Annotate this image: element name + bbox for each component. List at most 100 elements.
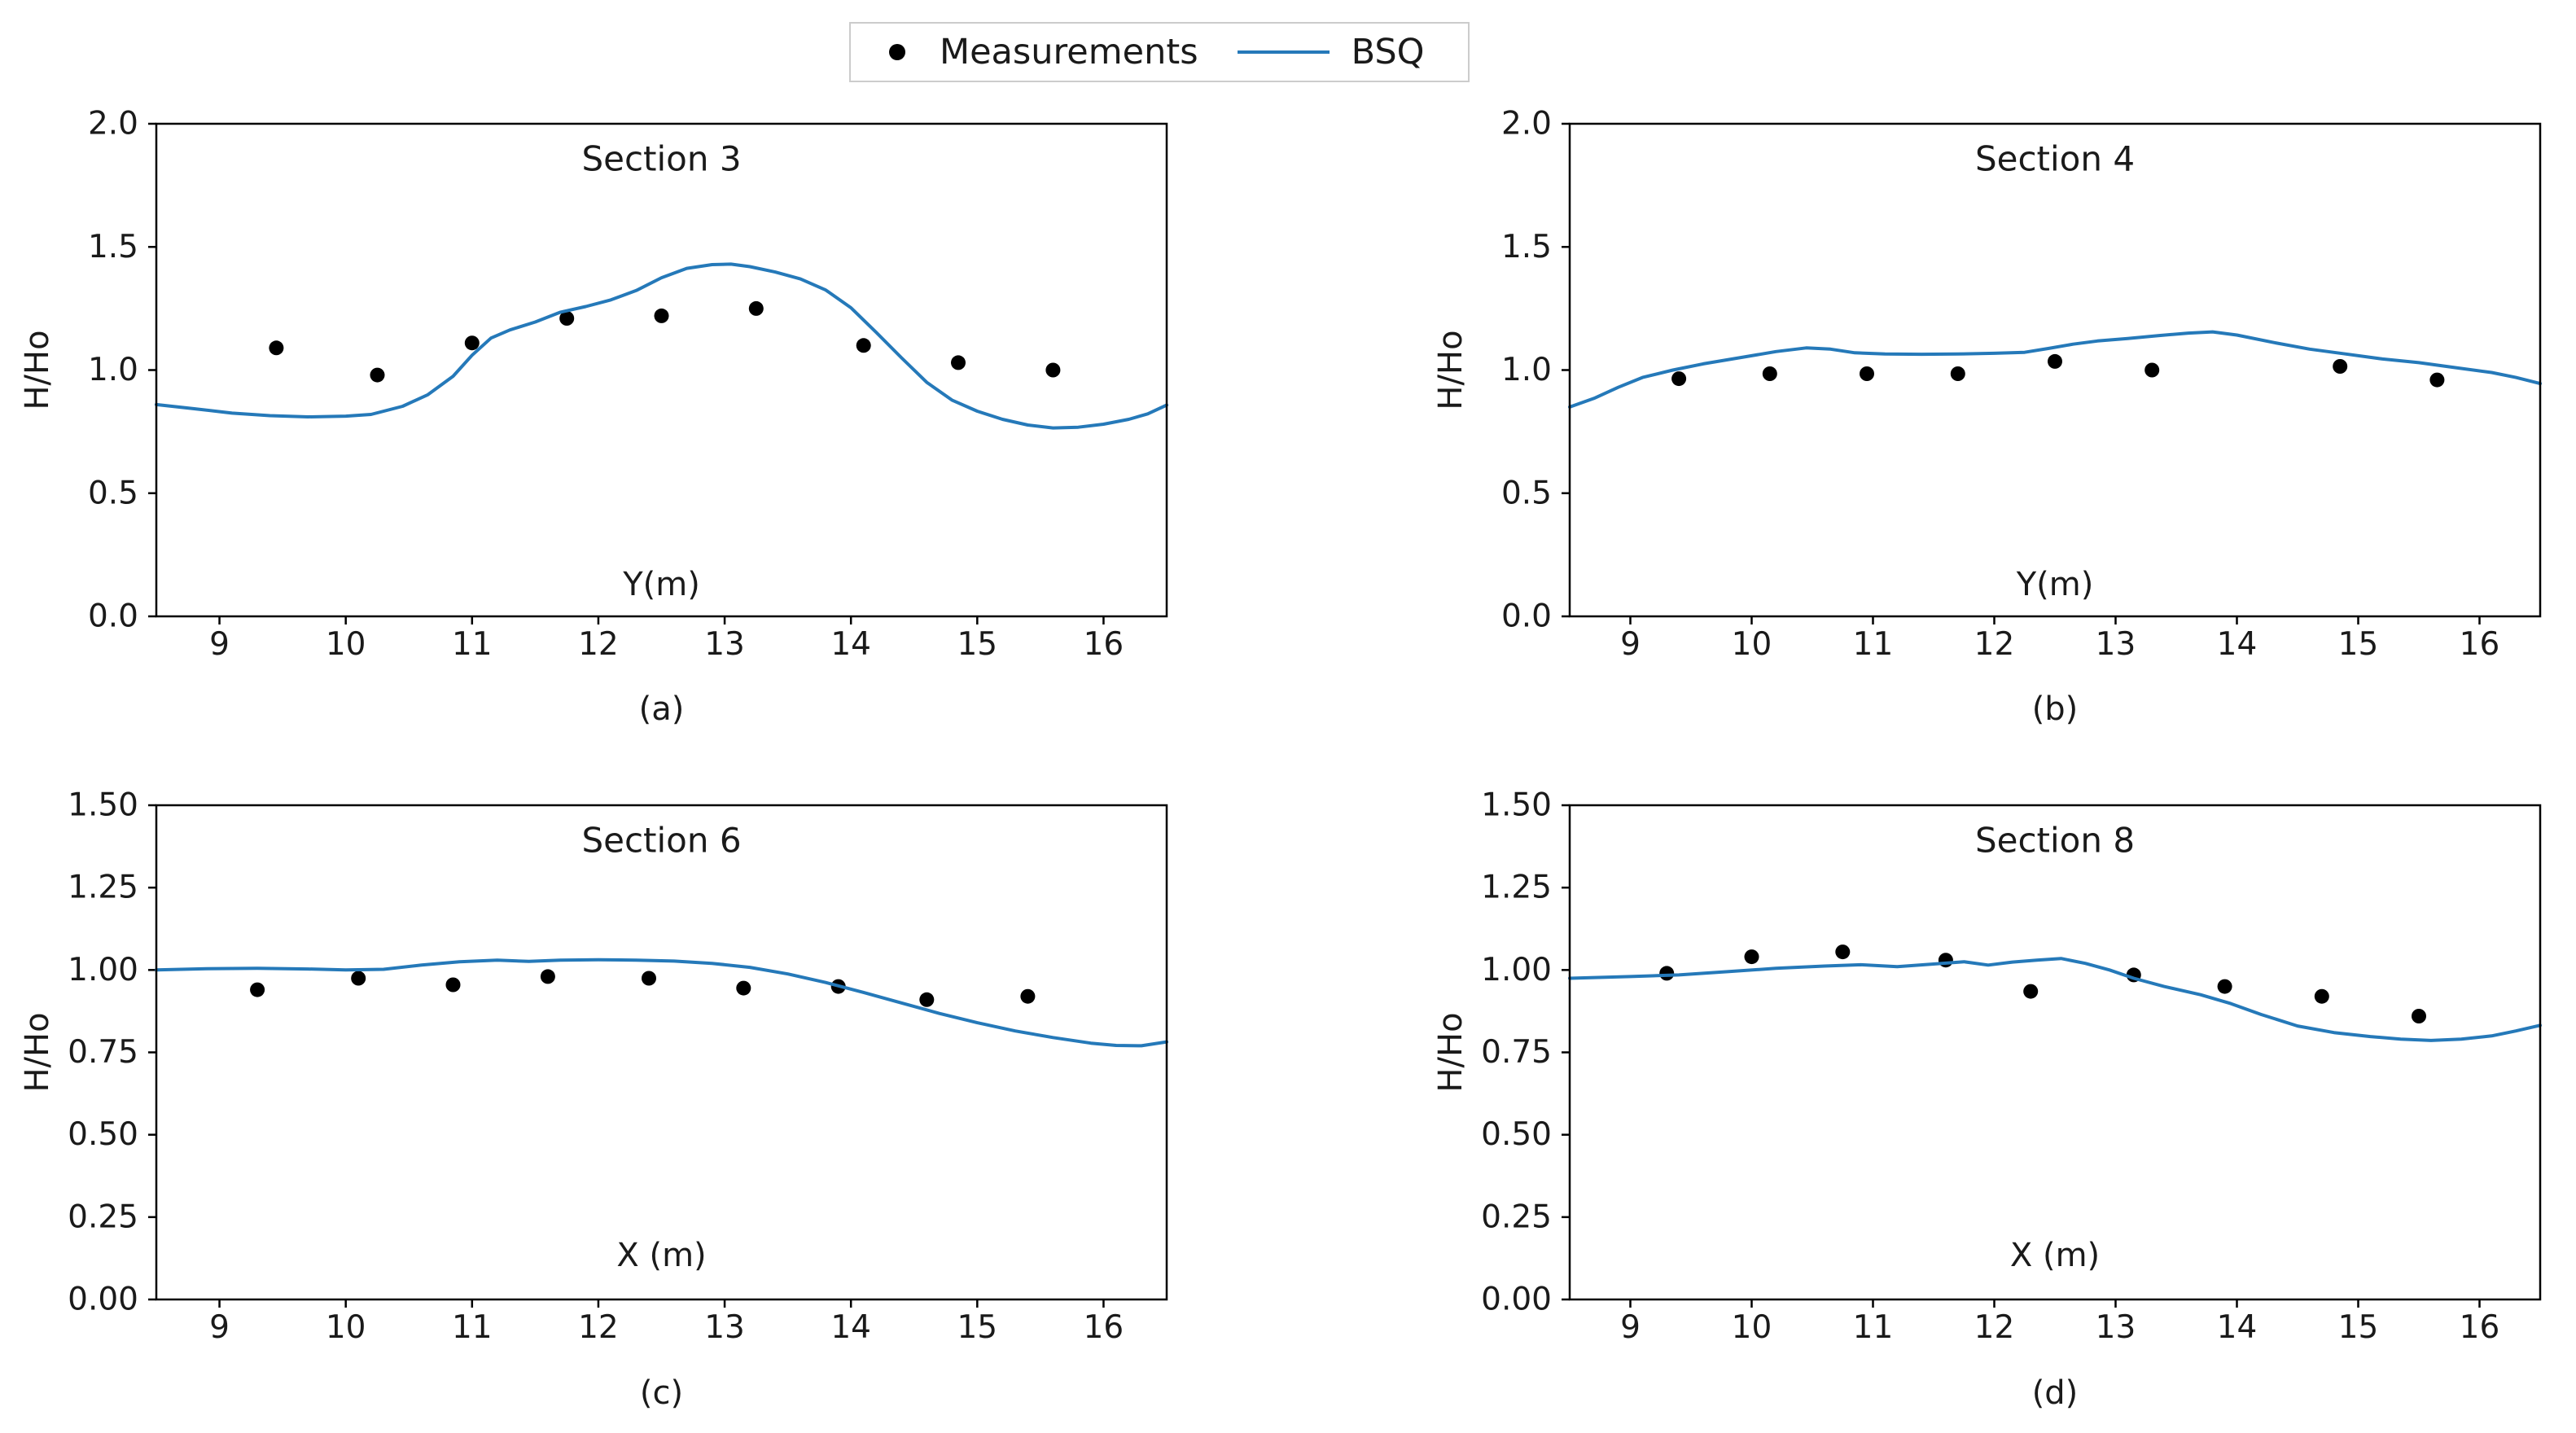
bsq-line-icon (1237, 50, 1330, 54)
y-tick-label: 0.0 (88, 598, 138, 635)
measurement-point (559, 311, 575, 326)
x-tick-label: 12 (1974, 1309, 2015, 1346)
x-axis-label: Y(m) (2016, 566, 2094, 603)
bsq-line (1568, 330, 2542, 409)
y-tick-label: 1.00 (68, 952, 138, 988)
x-tick-label: 10 (1732, 1309, 1772, 1346)
y-tick-label: 1.50 (1481, 787, 1552, 824)
y-tick-label: 0.25 (1481, 1199, 1552, 1235)
legend-item-measurements: Measurements (851, 32, 1198, 72)
x-tick-label: 10 (1732, 626, 1772, 663)
chart-title: Section 6 (581, 821, 741, 861)
x-tick-label: 14 (830, 1309, 871, 1346)
subplot-label: (c) (640, 1374, 683, 1412)
chart-title: Section 4 (1975, 139, 2135, 179)
x-tick-label: 14 (2217, 626, 2258, 663)
chart-section-8: 9 10 11 12 13 14 15 16 0.00 0.25 0.50 0.75 1.00 1.25 1… (1432, 787, 2542, 1412)
subplot-label: (b) (2032, 690, 2079, 728)
y-tick-label: 0.50 (68, 1116, 138, 1153)
x-axis-label: X (m) (616, 1237, 706, 1274)
x-tick-label: 14 (2217, 1309, 2258, 1346)
x-tick-label: 12 (1974, 626, 2015, 663)
y-tick-label: 1.5 (88, 229, 138, 265)
x-tick-label: 11 (1853, 1309, 1894, 1346)
x-tick-label: 14 (830, 626, 871, 663)
chart-title: Section 3 (581, 139, 741, 179)
y-tick-label: 1.25 (1481, 870, 1552, 906)
measurement-point (736, 980, 751, 996)
y-tick-label: 1.50 (68, 787, 138, 824)
x-tick-label: 11 (452, 1309, 493, 1346)
x-tick-label: 9 (209, 1309, 230, 1346)
measurements-marker-icon (889, 44, 905, 60)
subplot-label: (a) (639, 690, 685, 728)
measurement-point (1659, 966, 1675, 981)
measurement-point (1744, 949, 1759, 965)
x-tick-label: 16 (1084, 626, 1124, 663)
y-tick-label: 1.0 (1501, 352, 1552, 388)
axes-box (155, 804, 1168, 1301)
x-tick-label: 16 (1084, 1309, 1124, 1346)
legend: Measurements BSQ (849, 22, 1470, 82)
chart-section-3: 9 10 11 12 13 14 15 16 0.0 0.5 1.0 1.5 2.0 Section 3 Y… (19, 106, 1168, 728)
x-tick-label: 16 (2460, 626, 2500, 663)
y-tick-label: 1.0 (88, 352, 138, 388)
x-tick-label: 11 (452, 626, 493, 663)
measurement-point (1671, 371, 1687, 387)
measurement-point (1762, 366, 1777, 381)
measurement-point (2217, 979, 2232, 994)
measurement-point (540, 969, 555, 984)
x-tick-label: 11 (1853, 626, 1894, 663)
y-tick-label: 1.5 (1501, 229, 1552, 265)
y-tick-label: 0.75 (68, 1034, 138, 1071)
measurement-point (951, 355, 966, 370)
y-tick-label: 0.0 (1501, 598, 1552, 635)
x-tick-label: 13 (2096, 626, 2136, 663)
bsq-line (1568, 957, 2542, 1042)
x-tick-label: 12 (578, 1309, 619, 1346)
y-tick-label: 0.5 (1501, 475, 1552, 511)
axes-box (155, 122, 1168, 618)
x-tick-label: 15 (2338, 626, 2379, 663)
measurement-point (269, 340, 284, 356)
x-tick-label: 15 (2338, 1309, 2379, 1346)
measurement-point (856, 338, 871, 353)
y-tick-label: 0.25 (68, 1199, 138, 1235)
x-tick-label: 13 (704, 1309, 745, 1346)
y-axis-label: H/Ho (19, 1012, 56, 1092)
x-tick-label: 12 (578, 626, 619, 663)
measurement-point (2412, 1009, 2426, 1023)
axes-box (1568, 122, 2542, 618)
legend-label-measurements: Measurements (940, 32, 1198, 72)
chart-section-4: 9 10 11 12 13 14 15 16 0.0 0.5 1.0 1.5 2.0 Section 4 Y… (1432, 106, 2542, 728)
measurement-point (642, 971, 656, 986)
measurement-point (919, 992, 935, 1007)
bsq-line (155, 262, 1168, 430)
x-tick-label: 16 (2460, 1309, 2500, 1346)
y-tick-label: 1.00 (1481, 952, 1552, 988)
x-tick-label: 9 (209, 626, 230, 663)
y-tick-label: 0.5 (88, 475, 138, 511)
measurement-point (370, 367, 385, 383)
measurement-point (2048, 353, 2062, 369)
y-tick-label: 0.75 (1481, 1034, 1552, 1071)
x-tick-label: 15 (957, 626, 997, 663)
measurement-point (1020, 988, 1036, 1004)
y-tick-label: 1.25 (68, 870, 138, 906)
measurement-point (1045, 362, 1061, 378)
measurement-point (1860, 366, 1874, 381)
x-tick-label: 10 (326, 1309, 366, 1346)
y-axis-label: H/Ho (19, 330, 56, 410)
axes-box (1568, 804, 2542, 1301)
y-tick-label: 2.0 (1501, 106, 1552, 142)
measurement-point (748, 300, 764, 316)
x-tick-label: 9 (1620, 1309, 1641, 1346)
measurement-point (654, 308, 669, 323)
y-tick-label: 0.50 (1481, 1116, 1552, 1153)
chart-section-6: 9 10 11 12 13 14 15 16 0.00 0.25 0.50 0.75 1.00 1.25 1… (19, 787, 1168, 1412)
y-axis-label: H/Ho (1432, 1012, 1470, 1092)
x-tick-label: 13 (2096, 1309, 2136, 1346)
measurement-point (464, 335, 480, 351)
